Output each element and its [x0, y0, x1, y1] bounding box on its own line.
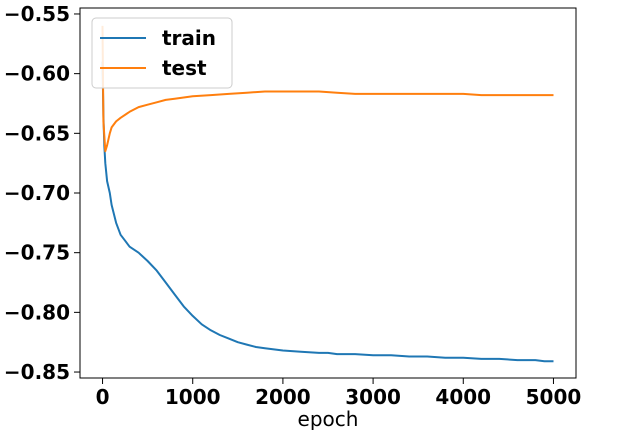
series-line-test — [101, 25, 554, 153]
y-tick-label: −0.80 — [4, 300, 70, 324]
series-line-train — [101, 61, 554, 363]
legend-label-test: test — [162, 56, 207, 80]
legend-box — [91, 17, 233, 89]
y-tick-label: −0.75 — [4, 241, 70, 265]
x-axis-label: epoch — [298, 407, 359, 430]
series-layer — [101, 25, 554, 363]
x-tick-label: 2000 — [255, 385, 311, 409]
y-tick-label: −0.60 — [4, 62, 70, 86]
legend: train test — [91, 17, 233, 89]
x-tick-label: 3000 — [345, 385, 401, 409]
y-tick-label: −0.70 — [4, 181, 70, 205]
y-tick-label: −0.55 — [4, 2, 70, 26]
x-tick-label: 5000 — [526, 385, 582, 409]
y-tick-label: −0.65 — [4, 121, 70, 145]
x-tick-label: 1000 — [165, 385, 221, 409]
legend-label-train: train — [162, 26, 216, 50]
ticks-layer: 0 1000 2000 3000 4000 5000 −0.85 −0.80 −0.75 −0.7… — [4, 2, 581, 409]
x-tick-label: 0 — [96, 385, 110, 409]
y-tick-label: −0.85 — [4, 360, 70, 384]
x-tick-label: 4000 — [435, 385, 491, 409]
